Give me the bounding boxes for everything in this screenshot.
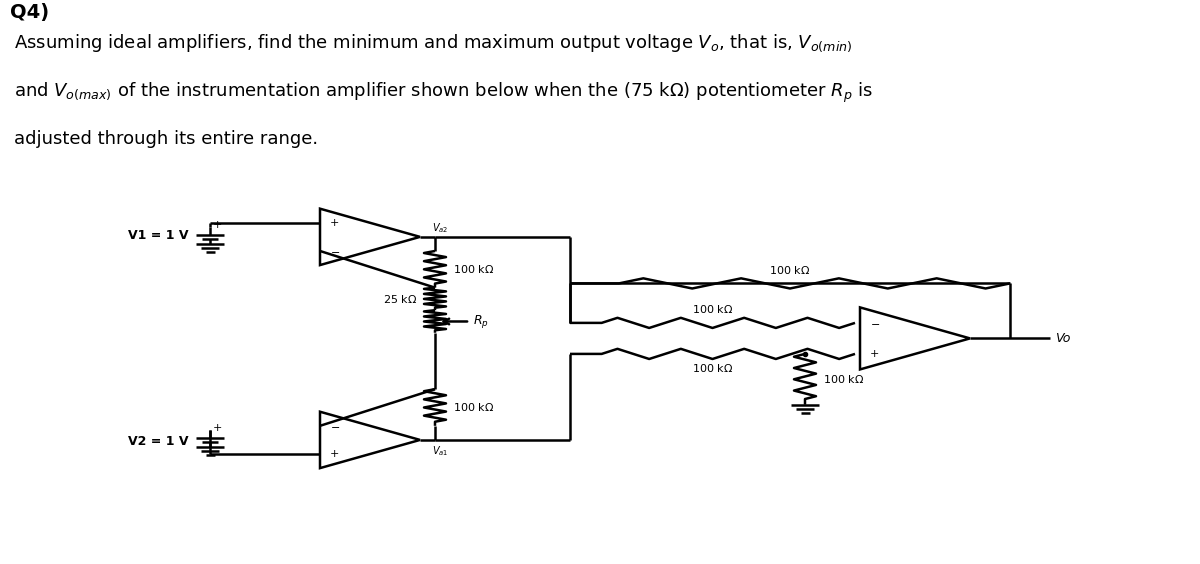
Text: and $V_{o(max)}$ of the instrumentation amplifier shown below when the (75 k$\Om: and $V_{o(max)}$ of the instrumentation … <box>14 81 874 105</box>
Text: V2 = 1 V: V2 = 1 V <box>127 435 188 448</box>
Text: $100\ \mathrm{k\Omega}$: $100\ \mathrm{k\Omega}$ <box>769 263 811 276</box>
Text: $100\ \mathrm{k\Omega}$: $100\ \mathrm{k\Omega}$ <box>692 303 733 315</box>
Text: Vo: Vo <box>1055 332 1070 345</box>
Text: $-$: $-$ <box>330 246 340 256</box>
Text: $100\ \mathrm{k\Omega}$: $100\ \mathrm{k\Omega}$ <box>454 402 494 413</box>
Text: $-$: $-$ <box>330 421 340 431</box>
Text: V1 = 1 V: V1 = 1 V <box>127 228 188 242</box>
Text: Assuming ideal amplifiers, find the minimum and maximum output voltage $V_o$, th: Assuming ideal amplifiers, find the mini… <box>14 32 853 54</box>
Text: +: + <box>330 449 340 459</box>
Text: +: + <box>214 422 222 433</box>
Text: $25\ \mathrm{k\Omega}$: $25\ \mathrm{k\Omega}$ <box>383 293 418 305</box>
Text: +: + <box>870 349 880 359</box>
Text: $100\ \mathrm{k\Omega}$: $100\ \mathrm{k\Omega}$ <box>823 373 864 385</box>
Text: +: + <box>330 218 340 228</box>
Text: $-$: $-$ <box>870 318 880 328</box>
Text: $R_p$: $R_p$ <box>473 313 488 330</box>
Text: $V_{a2}$: $V_{a2}$ <box>432 221 449 235</box>
Text: $100\ \mathrm{k\Omega}$: $100\ \mathrm{k\Omega}$ <box>692 362 733 374</box>
Text: $V_{a1}$: $V_{a1}$ <box>432 444 449 458</box>
Text: +: + <box>214 219 222 230</box>
Text: adjusted through its entire range.: adjusted through its entire range. <box>14 130 318 148</box>
Text: Q4): Q4) <box>10 3 49 22</box>
Text: $100\ \mathrm{k\Omega}$: $100\ \mathrm{k\Omega}$ <box>454 263 494 275</box>
